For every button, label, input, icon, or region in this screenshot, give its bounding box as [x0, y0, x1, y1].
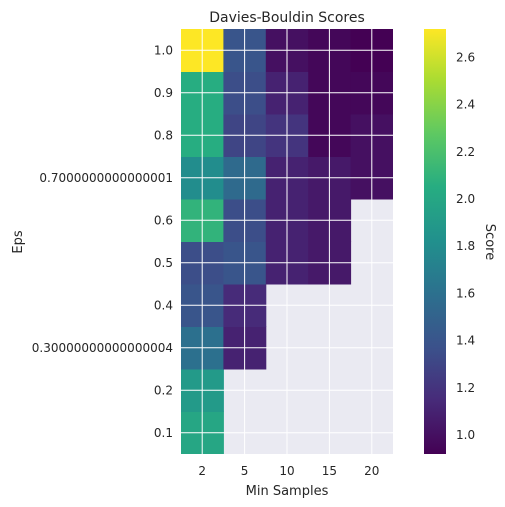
- y-tick-label: 0.30000000000000004: [32, 341, 173, 355]
- colorbar-tick-label: 2.4: [456, 98, 475, 112]
- colorbar-tick-label: 1.4: [456, 334, 475, 348]
- x-tick-labels: 2 5 10 15 20: [198, 464, 379, 478]
- y-tick-label: 0.8: [154, 128, 173, 142]
- colorbar-tick-label: 2.2: [456, 145, 475, 159]
- grid-lines: [181, 29, 393, 454]
- y-tick-label: 1.0: [154, 43, 173, 57]
- y-tick-labels: 0.1 0.2 0.30000000000000004 0.4 0.5 0.6 0.7000…: [32, 43, 173, 440]
- y-tick-label: 0.2: [154, 383, 173, 397]
- colorbar-tick-label: 1.0: [456, 428, 475, 442]
- y-tick-label: 0.1: [154, 426, 173, 440]
- x-tick-label: 5: [241, 464, 249, 478]
- x-axis-label: Min Samples: [246, 484, 329, 499]
- x-tick-label: 2: [198, 464, 206, 478]
- x-tick-label: 15: [322, 464, 337, 478]
- colorbar-tick-label: 2.0: [456, 192, 475, 206]
- y-tick-label: 0.5: [154, 256, 173, 270]
- chart-title: Davies-Bouldin Scores: [209, 10, 365, 26]
- x-tick-label: 10: [279, 464, 294, 478]
- x-tick-label: 20: [364, 464, 379, 478]
- colorbar-label: Score: [482, 224, 497, 260]
- y-tick-label: 0.4: [154, 298, 173, 312]
- colorbar-tick-labels: 1.0 1.2 1.4 1.6 1.8 2.0 2.2 2.4 2.6: [456, 50, 475, 442]
- colorbar-tick-label: 2.6: [456, 50, 475, 64]
- colorbar-tick-label: 1.6: [456, 286, 475, 300]
- y-tick-label: 0.9: [154, 86, 173, 100]
- colorbar: [424, 29, 446, 454]
- y-tick-label: 0.7000000000000001: [39, 171, 173, 185]
- y-axis-label: Eps: [11, 230, 26, 253]
- colorbar-tick-label: 1.8: [456, 239, 475, 253]
- y-tick-label: 0.6: [154, 213, 173, 227]
- colorbar-tick-label: 1.2: [456, 381, 475, 395]
